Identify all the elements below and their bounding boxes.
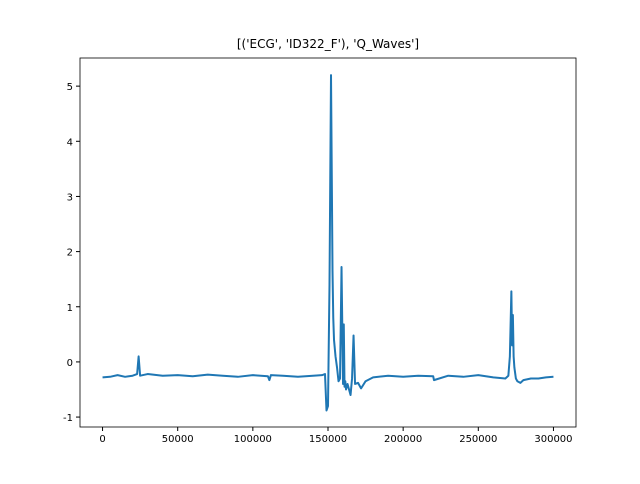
x-tick-label: 0 — [99, 434, 105, 445]
plot-frame — [79, 57, 577, 428]
y-tick-label: 1 — [67, 303, 73, 314]
y-tick-label: 5 — [67, 82, 73, 93]
x-tick-label: 200000 — [384, 434, 422, 445]
x-tick-label: 50000 — [162, 434, 194, 445]
y-tick-label: 4 — [67, 137, 73, 148]
y-tick-label: 0 — [67, 358, 73, 369]
x-tick-label: 250000 — [459, 434, 497, 445]
y-tick-label: -1 — [63, 413, 73, 424]
x-tick-label: 300000 — [534, 434, 572, 445]
x-tick-label: 100000 — [234, 434, 272, 445]
y-tick-label: 2 — [67, 248, 73, 259]
y-tick-label: 3 — [67, 192, 73, 203]
data-line — [102, 74, 554, 412]
chart-title: [('ECG', 'ID322_F'), 'Q_Waves'] — [237, 37, 419, 51]
x-tick-label: 150000 — [309, 434, 347, 445]
